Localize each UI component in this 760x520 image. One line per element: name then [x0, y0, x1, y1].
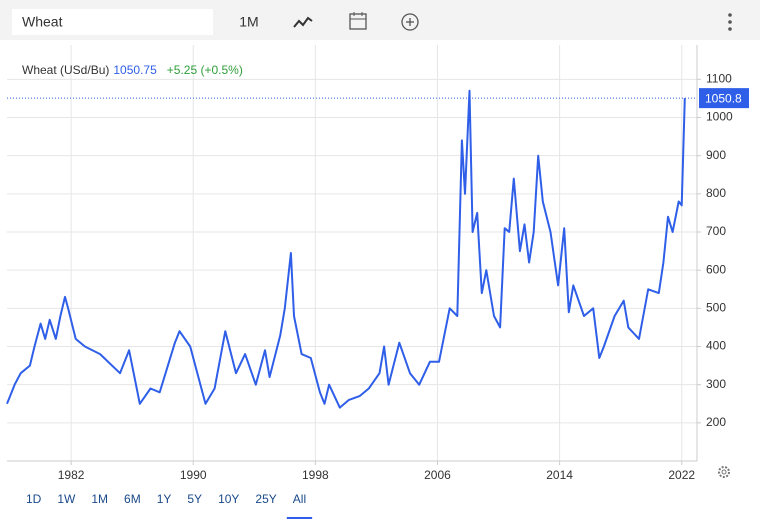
y-tick-label: 600 [706, 262, 726, 276]
y-tick-label: 900 [706, 148, 726, 162]
range-button[interactable]: 1D [26, 492, 42, 506]
x-tick-label: 1998 [302, 468, 329, 482]
x-tick-label: 1990 [180, 468, 207, 482]
settings-icon[interactable] [718, 466, 730, 478]
y-tick-label: 800 [706, 186, 726, 200]
y-tick-label: 400 [706, 339, 726, 353]
legend-change: +5.25 (+0.5%) [167, 63, 243, 77]
search-box[interactable] [12, 9, 213, 35]
range-button[interactable]: All [293, 492, 306, 506]
legend: Wheat (USd/Bu) 1050.75 +5.25 (+0.5%) [22, 63, 243, 77]
y-tick-label: 1100 [706, 72, 732, 86]
price-line [6, 89, 686, 409]
range-button[interactable]: 25Y [255, 492, 276, 506]
last-price-tag [699, 88, 749, 109]
range-button[interactable]: 10Y [218, 492, 239, 506]
y-tick-label: 700 [706, 224, 726, 238]
add-icon[interactable] [401, 13, 419, 31]
x-tick-label: 1982 [58, 468, 85, 482]
range-button[interactable]: 1M [91, 492, 108, 506]
y-tick-label: 1000 [706, 110, 733, 124]
interval-button[interactable]: 1M [239, 14, 258, 30]
range-button[interactable]: 1W [57, 492, 76, 506]
y-tick-label: 200 [706, 415, 726, 429]
range-button[interactable]: 1Y [157, 492, 172, 506]
legend-title: Wheat (USd/Bu) [22, 63, 109, 77]
last-price-label: 1050.8 [705, 91, 742, 105]
range-button[interactable]: 6M [124, 492, 141, 506]
x-tick-label: 2022 [668, 468, 695, 482]
chart-type-icon[interactable] [293, 16, 313, 28]
menu-icon[interactable] [728, 13, 732, 31]
x-tick-label: 2006 [424, 468, 451, 482]
range-button[interactable]: 5Y [187, 492, 202, 506]
legend-last: 1050.75 [113, 63, 157, 77]
x-tick-label: 2014 [546, 468, 573, 482]
y-tick-label: 500 [706, 301, 726, 315]
search-text[interactable]: Wheat [22, 14, 63, 30]
y-tick-label: 300 [706, 377, 726, 391]
calendar-icon[interactable] [349, 12, 367, 30]
